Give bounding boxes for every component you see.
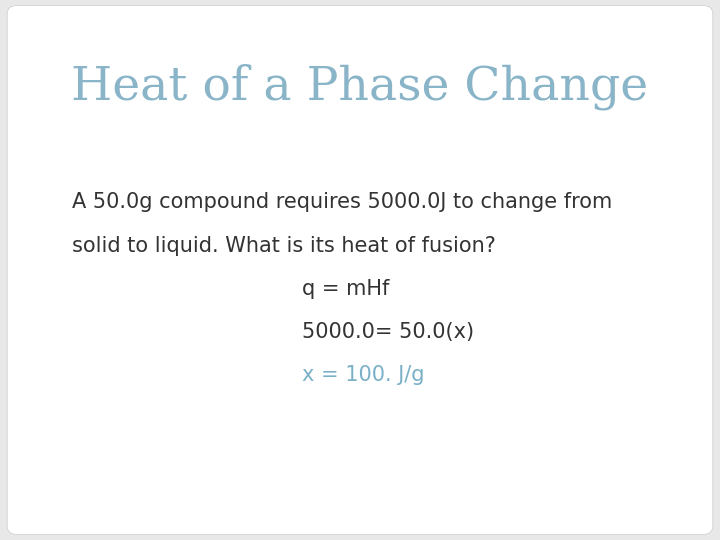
Text: x = 100. J/g: x = 100. J/g	[302, 365, 425, 386]
Text: q = mHf: q = mHf	[302, 279, 390, 299]
Text: solid to liquid. What is its heat of fusion?: solid to liquid. What is its heat of fus…	[72, 235, 496, 256]
Text: Heat of a Phase Change: Heat of a Phase Change	[71, 63, 649, 110]
Text: 5000.0= 50.0(x): 5000.0= 50.0(x)	[302, 322, 474, 342]
Text: A 50.0g compound requires 5000.0J to change from: A 50.0g compound requires 5000.0J to cha…	[72, 192, 612, 213]
